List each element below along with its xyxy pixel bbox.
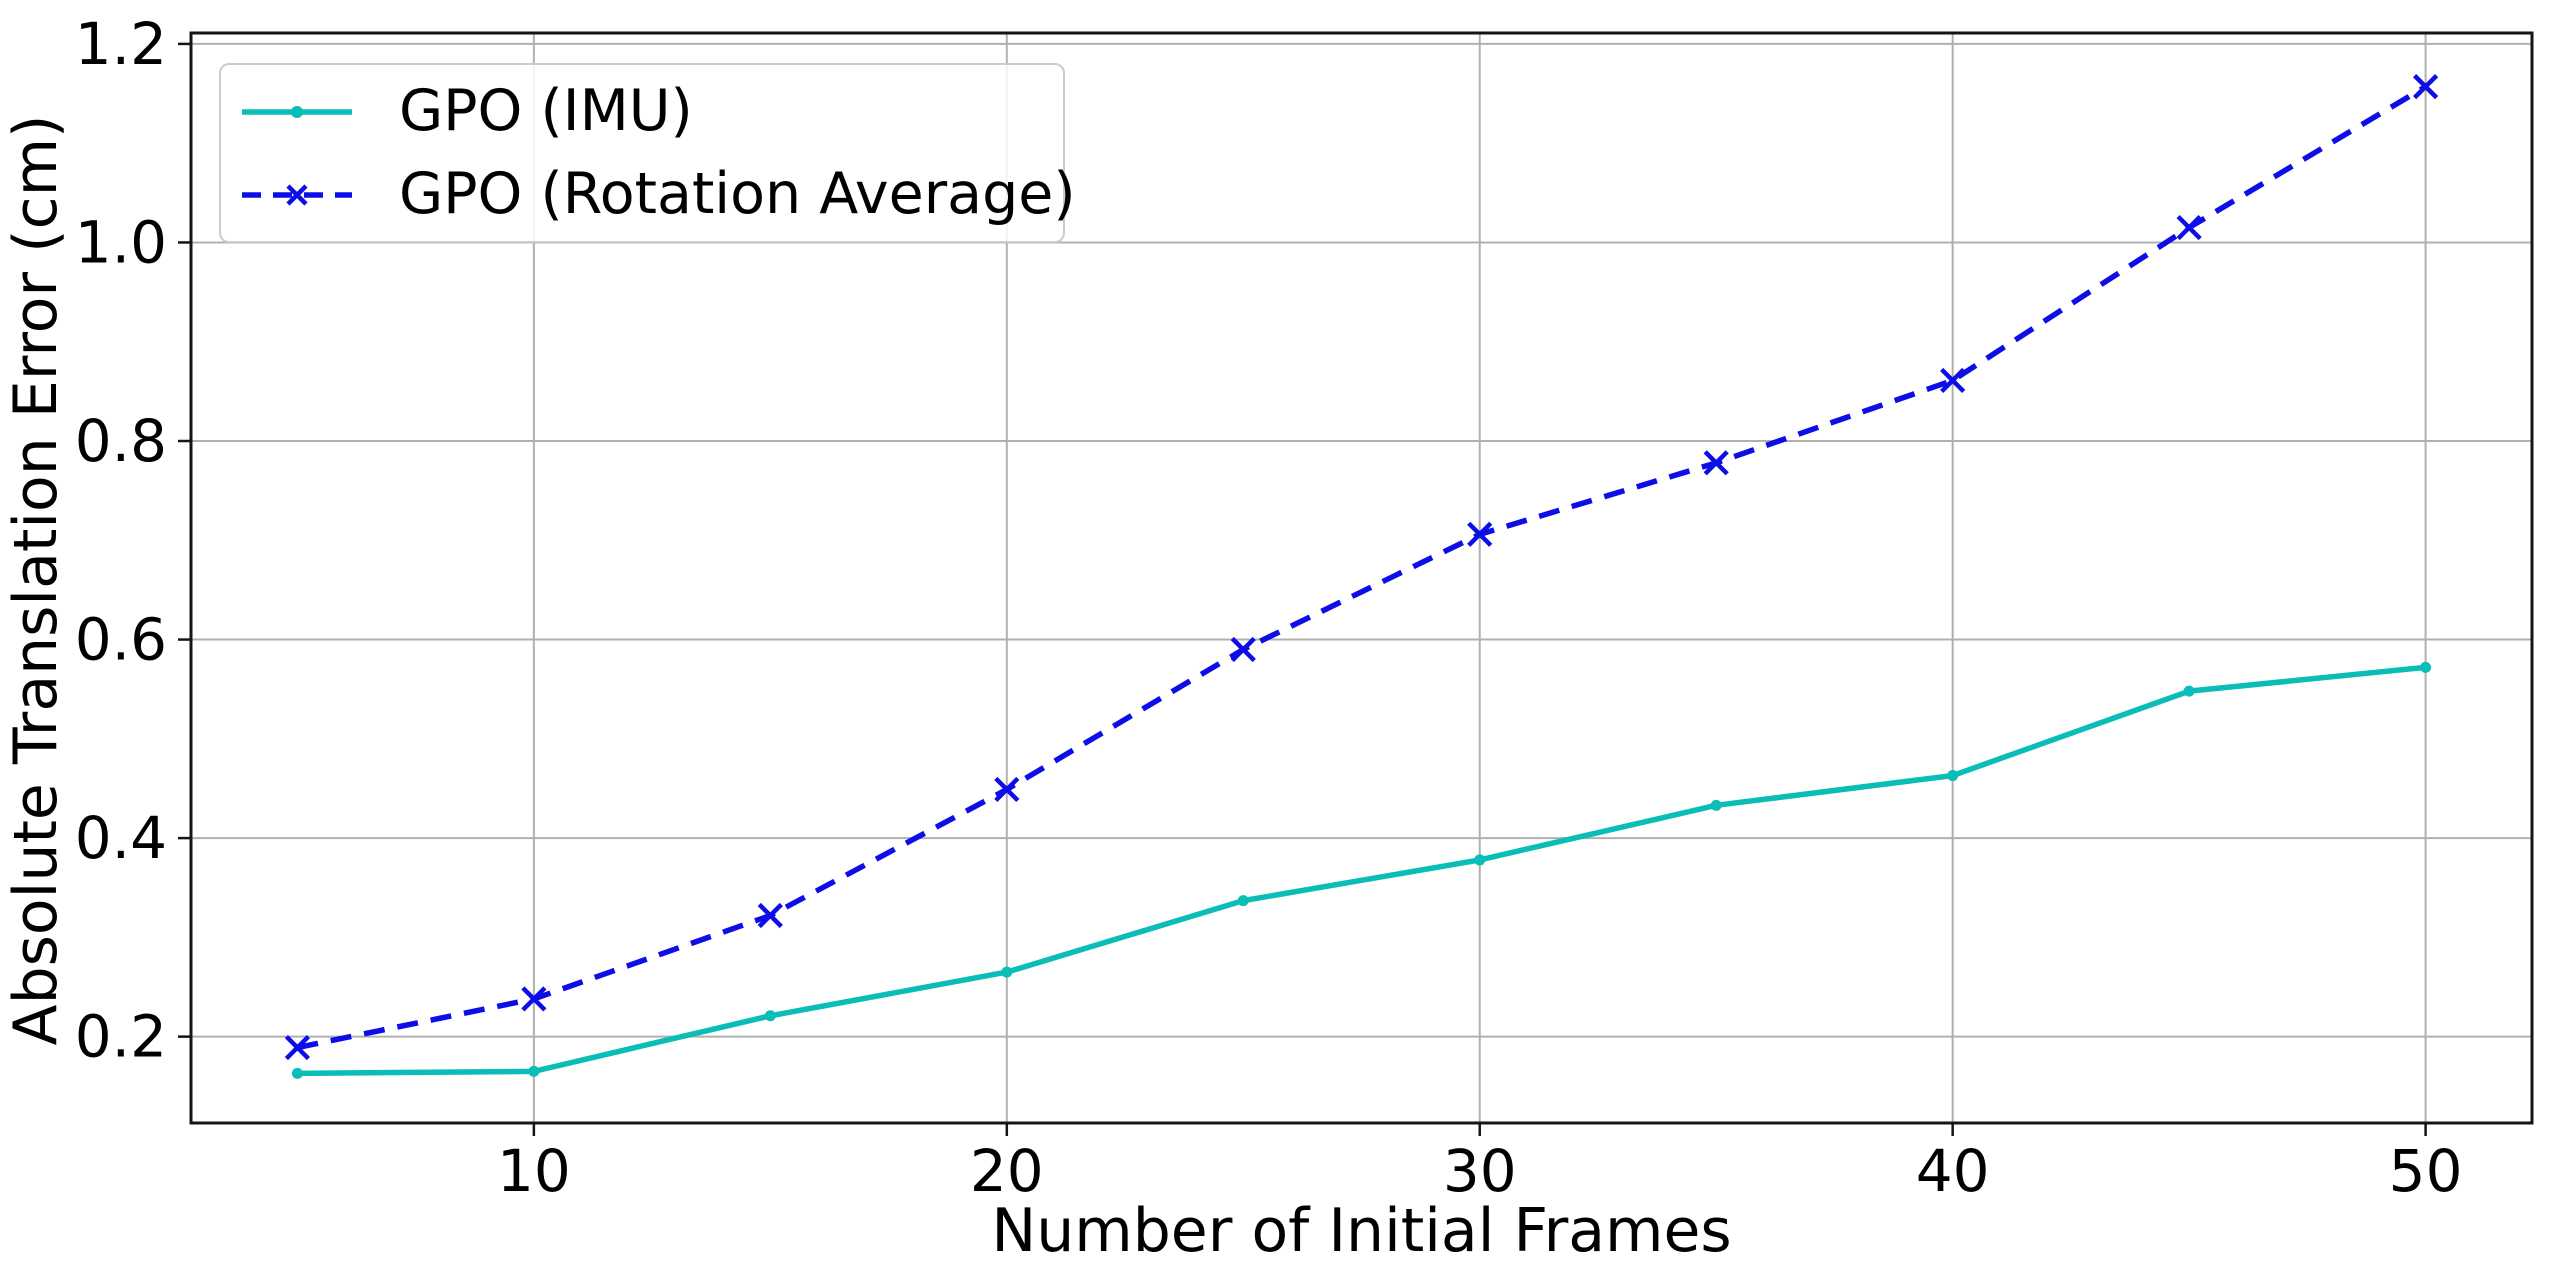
- data-point-marker: [764, 1010, 776, 1022]
- data-point-marker: [1710, 799, 1722, 811]
- y-tick-label: 1.0: [75, 208, 167, 276]
- legend: GPO (IMU) GPO (Rotation Average): [219, 63, 1076, 243]
- data-point-marker: [2176, 214, 2202, 241]
- data-point-marker: [291, 1067, 303, 1079]
- legend-item-gpo-imu: GPO (IMU): [239, 70, 1043, 153]
- data-point-marker: [2412, 74, 2439, 100]
- legend-line-sample-imu-icon: [242, 105, 352, 118]
- data-point-marker: [994, 776, 1020, 803]
- data-point-marker: [1947, 770, 1959, 782]
- x-tick-label: 20: [970, 1137, 1044, 1205]
- data-point-marker: [284, 1034, 310, 1061]
- series-line-0: [297, 664, 2426, 1077]
- y-tick-label: 0.6: [75, 606, 167, 674]
- x-tick-label: 50: [2389, 1137, 2463, 1205]
- legend-item-gpo-rotation-average: GPO (Rotation Average): [239, 153, 1076, 236]
- data-point-marker: [528, 1065, 540, 1077]
- x-tick-label: 10: [497, 1137, 571, 1205]
- data-point-marker: [1230, 636, 1256, 663]
- plot-border: [189, 31, 2534, 1125]
- data-point-marker: [1237, 895, 1249, 907]
- y-tick-label: 0.2: [75, 1003, 167, 1071]
- legend-label-gpo-rotation-average: GPO (Rotation Average): [399, 161, 1076, 227]
- legend-line-sample-rotation-icon: [242, 183, 352, 206]
- data-point-marker: [757, 902, 783, 929]
- series-line-1: [296, 84, 2427, 1051]
- data-point-marker: [2420, 661, 2432, 673]
- data-point-marker: [1001, 966, 1013, 978]
- y-axis-label: Absolute Translation Error (cm): [1, 114, 71, 1046]
- data-point-marker: [1467, 521, 1493, 547]
- data-point-marker: [521, 986, 547, 1012]
- data-point-marker: [1940, 367, 1966, 394]
- data-point-marker: [2183, 685, 2195, 697]
- legend-label-gpo-imu: GPO (IMU): [399, 78, 693, 144]
- y-tick-label: 0.8: [75, 407, 167, 475]
- y-tick-label: 1.2: [75, 10, 167, 78]
- data-point-marker: [1474, 854, 1486, 866]
- x-tick-label: 30: [1443, 1137, 1517, 1205]
- data-point-marker: [1703, 450, 1729, 476]
- x-tick-label: 40: [1916, 1137, 1990, 1205]
- y-tick-label: 0.4: [75, 804, 167, 872]
- x-axis-label: Number of Initial Frames: [991, 1196, 1732, 1266]
